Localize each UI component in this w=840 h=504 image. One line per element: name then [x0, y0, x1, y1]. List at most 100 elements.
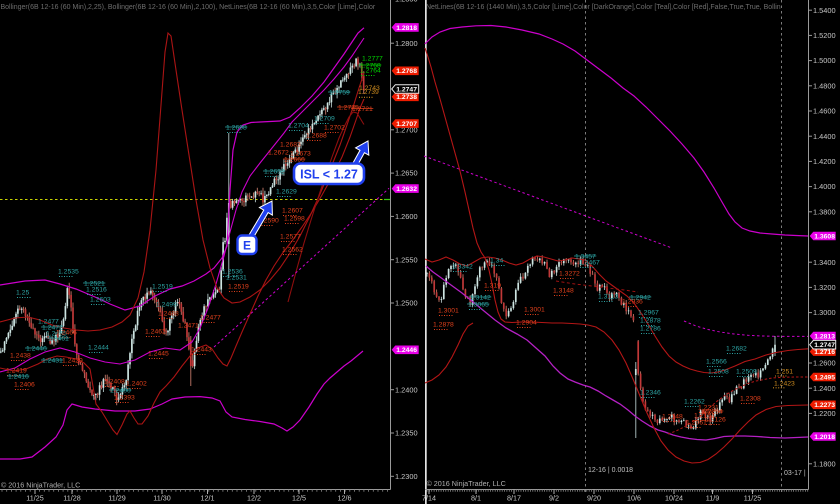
svg-text:11/25: 11/25 — [744, 494, 761, 503]
svg-text:1.2577: 1.2577 — [280, 233, 301, 240]
svg-text:1.5400: 1.5400 — [813, 6, 836, 15]
svg-text:1.2231: 1.2231 — [698, 404, 719, 411]
svg-text:1.2747: 1.2747 — [396, 86, 417, 93]
svg-text:1.3400: 1.3400 — [813, 258, 836, 267]
svg-text:1.2402: 1.2402 — [126, 380, 147, 387]
svg-text:1.1800: 1.1800 — [813, 459, 836, 468]
svg-text:© 2016 NinjaTrader, LLC: © 2016 NinjaTrader, LLC — [1, 481, 80, 490]
svg-text:1.5200: 1.5200 — [813, 31, 836, 40]
svg-text:1.2300: 1.2300 — [395, 472, 418, 481]
svg-text:1.3467: 1.3467 — [579, 259, 600, 266]
svg-text:1.2519: 1.2519 — [152, 283, 173, 290]
svg-text:1.2500: 1.2500 — [395, 299, 418, 308]
svg-text:1.2764: 1.2764 — [360, 67, 381, 74]
svg-text:1.2775: 1.2775 — [338, 104, 359, 111]
svg-text:1.2393: 1.2393 — [114, 394, 135, 401]
svg-text:1.2200: 1.2200 — [813, 409, 836, 418]
svg-text:1.2682: 1.2682 — [726, 345, 747, 352]
svg-text:1.2254: 1.2254 — [702, 408, 723, 415]
svg-text:1.2472: 1.2472 — [42, 324, 63, 331]
svg-text:1.2477: 1.2477 — [200, 314, 221, 321]
svg-text:1.3608: 1.3608 — [814, 233, 835, 240]
svg-text:12/2: 12/2 — [247, 494, 261, 503]
svg-text:1.2350: 1.2350 — [395, 429, 418, 438]
svg-text:1.3272: 1.3272 — [559, 270, 580, 277]
svg-text:1.2446: 1.2446 — [396, 347, 417, 354]
svg-text:1.2550: 1.2550 — [395, 255, 418, 264]
svg-text:03-17 |: 03-17 | — [784, 470, 806, 477]
svg-text:1.2148: 1.2148 — [662, 413, 683, 420]
svg-text:1.2416: 1.2416 — [8, 373, 29, 380]
svg-text:1.4800: 1.4800 — [813, 81, 836, 90]
svg-text:1.2499: 1.2499 — [156, 301, 177, 308]
svg-text:Bollinger(6B 12-16 (60 Min),2,: Bollinger(6B 12-16 (60 Min),2,25), Bolli… — [1, 4, 376, 11]
svg-text:NetLines(6B 12-16 (1440 Min),3: NetLines(6B 12-16 (1440 Min),3,5,Color [… — [426, 4, 781, 11]
svg-text:1.2444: 1.2444 — [88, 344, 109, 351]
svg-text:9/20: 9/20 — [587, 494, 601, 503]
svg-text:1.2629: 1.2629 — [276, 188, 297, 195]
svg-text:1.2818: 1.2818 — [396, 25, 417, 32]
svg-text:1.2700: 1.2700 — [395, 125, 418, 134]
svg-text:9/2: 9/2 — [549, 494, 559, 503]
svg-text:1.3457: 1.3457 — [575, 253, 596, 260]
svg-text:1.2443: 1.2443 — [191, 346, 212, 353]
svg-text:1.2516: 1.2516 — [86, 286, 107, 293]
svg-text:1.2738: 1.2738 — [396, 94, 417, 101]
svg-text:1.2423: 1.2423 — [774, 380, 795, 387]
svg-text:1.2531: 1.2531 — [226, 274, 247, 281]
svg-text:1.2598: 1.2598 — [284, 215, 305, 222]
svg-text:11/25: 11/25 — [26, 494, 43, 503]
svg-text:1.2488: 1.2488 — [158, 310, 179, 317]
svg-text:1.3001: 1.3001 — [438, 307, 459, 314]
svg-text:1.2535: 1.2535 — [58, 268, 79, 275]
svg-text:1.2967: 1.2967 — [638, 309, 659, 316]
svg-text:1.2904: 1.2904 — [516, 319, 537, 326]
svg-text:1.2800: 1.2800 — [395, 39, 418, 48]
svg-text:1.2704: 1.2704 — [288, 122, 309, 129]
svg-text:1.4400: 1.4400 — [813, 132, 836, 141]
svg-text:1.2461: 1.2461 — [48, 335, 69, 342]
svg-text:1.2477: 1.2477 — [38, 318, 59, 325]
svg-text:1.319: 1.319 — [484, 282, 501, 289]
svg-text:1.2716: 1.2716 — [814, 349, 835, 356]
svg-text:1.2429: 1.2429 — [62, 357, 83, 364]
svg-text:1.2438: 1.2438 — [10, 352, 31, 359]
svg-text:1.2600: 1.2600 — [395, 212, 418, 221]
svg-text:1.2419: 1.2419 — [6, 367, 27, 374]
svg-text:1.2431: 1.2431 — [42, 357, 63, 364]
svg-text:1.2590: 1.2590 — [258, 217, 279, 224]
svg-text:1.2777: 1.2777 — [362, 55, 383, 62]
svg-text:1.251: 1.251 — [776, 368, 793, 375]
svg-text:1.2018: 1.2018 — [814, 434, 835, 441]
svg-text:1.2408: 1.2408 — [104, 378, 125, 385]
svg-text:1.2273: 1.2273 — [814, 402, 835, 409]
svg-text:1.2308: 1.2308 — [740, 395, 761, 402]
svg-text:1.2747: 1.2747 — [814, 342, 835, 349]
svg-text:1.2446: 1.2446 — [26, 345, 47, 352]
svg-text:1.2743: 1.2743 — [359, 85, 380, 92]
svg-text:12/5: 12/5 — [292, 494, 306, 503]
svg-text:1.2632: 1.2632 — [396, 186, 417, 193]
svg-text:E: E — [243, 239, 251, 253]
svg-text:1.2400: 1.2400 — [395, 385, 418, 394]
svg-text:1.2262: 1.2262 — [684, 398, 705, 405]
svg-text:10/24: 10/24 — [665, 494, 683, 503]
svg-text:1.2759: 1.2759 — [329, 89, 350, 96]
svg-text:1.2768: 1.2768 — [396, 68, 417, 75]
svg-text:1.4600: 1.4600 — [813, 107, 836, 116]
svg-text:1.2465: 1.2465 — [46, 330, 67, 337]
svg-text:1.3342: 1.3342 — [452, 263, 473, 270]
svg-text:1.2466: 1.2466 — [56, 329, 77, 336]
svg-text:1.2652: 1.2652 — [264, 168, 285, 175]
svg-text:1.2850: 1.2850 — [395, 0, 418, 3]
svg-text:1.2509: 1.2509 — [736, 368, 757, 375]
svg-text:1.2495: 1.2495 — [814, 374, 835, 381]
svg-text:1.2154: 1.2154 — [694, 412, 715, 419]
svg-text:© 2016 NinjaTrader, LLC: © 2016 NinjaTrader, LLC — [427, 479, 506, 488]
svg-text:12/6: 12/6 — [338, 494, 352, 503]
svg-text:1.2445: 1.2445 — [148, 350, 169, 357]
svg-text:1.2536: 1.2536 — [222, 268, 243, 275]
svg-text:1.2878: 1.2878 — [640, 317, 661, 324]
svg-text:1.3000: 1.3000 — [813, 308, 836, 317]
svg-text:8/1: 8/1 — [471, 494, 481, 503]
